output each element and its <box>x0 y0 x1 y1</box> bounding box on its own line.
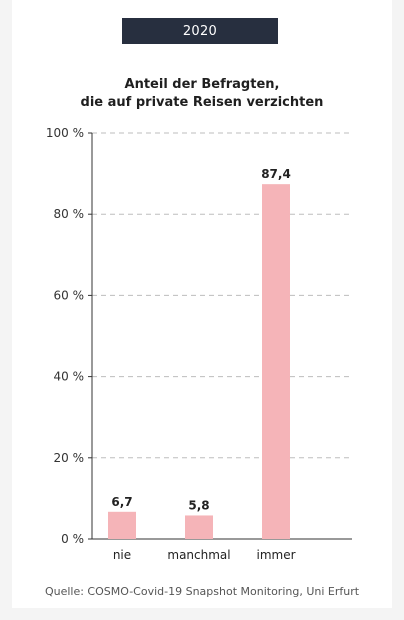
chart-title-line-1: Anteil der Befragten, <box>124 77 280 92</box>
data-label: 87,4 <box>261 167 291 181</box>
chart-card <box>12 0 392 608</box>
y-tick-label: 0 % <box>61 532 84 546</box>
y-tick-label: 20 % <box>54 451 85 465</box>
bar-manchmal <box>185 515 213 539</box>
bar-chart: 0 % 20 % 40 % 60 % 80 % 100 % 6,7 nie 5,8 manchma… <box>46 126 352 562</box>
y-tick-label: 60 % <box>54 288 85 302</box>
year-badge: 2020 <box>122 18 278 44</box>
x-tick-label: manchmal <box>167 548 230 562</box>
chart-title: Anteil der Befragten, die auf private Re… <box>0 76 404 112</box>
x-tick-label: immer <box>256 548 295 562</box>
data-label: 6,7 <box>111 495 132 509</box>
source-note: Quelle: COSMO-Covid-19 Snapshot Monitori… <box>44 585 360 598</box>
y-tick-label: 40 % <box>54 370 85 384</box>
y-tick-label: 80 % <box>54 207 85 221</box>
bar-nie <box>108 511 136 539</box>
data-label: 5,8 <box>188 498 209 512</box>
y-tick-label: 100 % <box>46 126 84 140</box>
bar-immer <box>262 184 290 539</box>
chart-title-line-2: die auf private Reisen verzichten <box>80 95 324 110</box>
x-tick-label: nie <box>113 548 131 562</box>
